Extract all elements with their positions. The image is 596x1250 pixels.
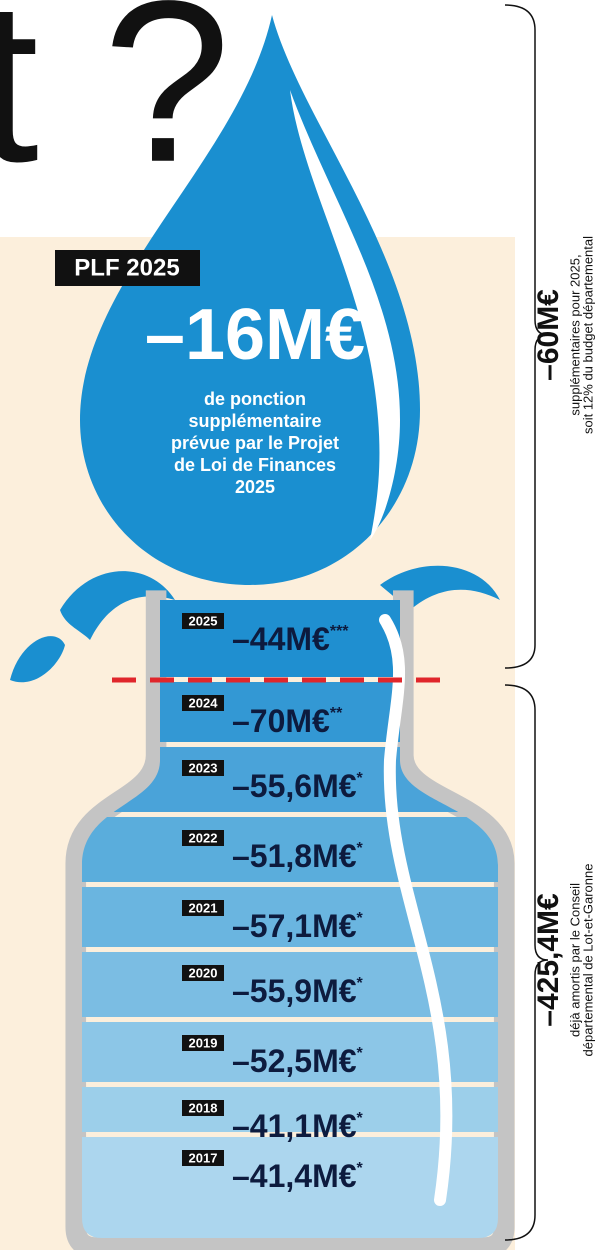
layer-amount: –52,5M€*	[232, 1043, 364, 1079]
note: *	[357, 1045, 364, 1062]
description-line: de Loi de Finances	[174, 455, 336, 475]
layer-amount: –57,1M€*	[232, 908, 364, 944]
bracket-amount: –60M€	[532, 289, 565, 381]
description-line: de ponction	[204, 389, 306, 409]
drop-amount: –16M€	[145, 295, 365, 375]
year: 2021	[189, 900, 218, 915]
year: 2022	[189, 830, 218, 845]
bracket-caption: départemental de Lot-et-Garonne	[580, 864, 595, 1057]
note: *	[357, 910, 364, 927]
layer-amount: –41,4M€*	[232, 1158, 364, 1194]
layer-amount: –55,6M€*	[232, 768, 364, 804]
amount: –52,5M€	[232, 1043, 357, 1079]
year: 2024	[189, 695, 219, 710]
year: 2020	[189, 965, 218, 980]
layer-amount: –51,8M€*	[232, 838, 364, 874]
amount: –44M€	[232, 621, 330, 657]
note: *	[357, 770, 364, 787]
note: *	[357, 975, 364, 992]
description-line: supplémentaire	[188, 411, 321, 431]
description-line: 2025	[235, 477, 275, 497]
year: 2018	[189, 1100, 218, 1115]
amount: –41,1M€	[232, 1108, 357, 1144]
year: 2019	[189, 1035, 218, 1050]
bracket-amount: –425,4M€	[532, 893, 565, 1027]
year: 2025	[189, 613, 218, 628]
year: 2017	[189, 1150, 218, 1165]
infographic: t ? PLF 2025 –16M€ de ponctionsupplément…	[0, 0, 596, 1250]
layer-amount: –55,9M€*	[232, 973, 364, 1009]
note: ***	[330, 623, 349, 640]
badge: PLF 2025	[74, 254, 179, 281]
note: **	[330, 705, 343, 722]
note: *	[357, 840, 364, 857]
amount: –41,4M€	[232, 1158, 357, 1194]
layer-amount: –41,1M€*	[232, 1108, 364, 1144]
amount: –57,1M€	[232, 908, 357, 944]
amount: –51,8M€	[232, 838, 357, 874]
note: *	[357, 1160, 364, 1177]
bracket-caption: soit 12% du budget départemental	[580, 236, 595, 434]
description-line: prévue par le Projet	[171, 433, 339, 453]
layer-amount: –70M€**	[232, 703, 343, 739]
year: 2023	[189, 760, 218, 775]
amount: –55,9M€	[232, 973, 357, 1009]
amount: –70M€	[232, 703, 330, 739]
note: *	[357, 1110, 364, 1127]
amount: –55,6M€	[232, 768, 357, 804]
